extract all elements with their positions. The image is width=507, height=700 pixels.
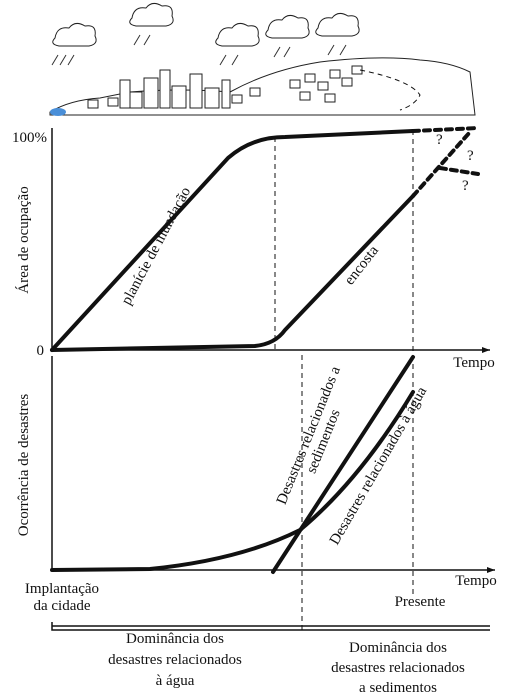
x-axis-label: Tempo <box>453 355 494 371</box>
period-label: à água <box>156 673 195 689</box>
start-label: da cidade <box>33 598 90 614</box>
y-max-label: 100% <box>12 130 47 146</box>
uncertainty-mark: ? <box>462 178 469 194</box>
curve-label: planície de inundação <box>119 185 195 308</box>
top-axes <box>51 128 490 351</box>
bottom-axes <box>51 356 495 571</box>
curve-water <box>50 390 415 572</box>
start-label: Implantação <box>25 581 99 597</box>
uncertainty-mark: ? <box>436 132 443 148</box>
x-axis-label: Tempo <box>455 573 496 589</box>
period-label: desastres relacionados <box>108 652 242 668</box>
uncertainty-mark: ? <box>467 148 474 164</box>
y-axis-label: Área de ocupação <box>15 186 32 293</box>
y-min-label: 0 <box>37 343 45 359</box>
curve-sediment <box>271 355 415 574</box>
curve-slope <box>50 194 415 352</box>
illustration <box>49 2 476 116</box>
y-axis-label: Ocorrência de desastres <box>16 394 32 537</box>
period-label: desastres relacionados <box>331 660 465 676</box>
end-label: Presente <box>395 594 446 610</box>
curve-floodplain <box>50 129 415 352</box>
period-label: a sedimentos <box>359 680 437 696</box>
period-label: Dominância dos <box>349 640 447 656</box>
period-label: Dominância dos <box>126 631 224 647</box>
